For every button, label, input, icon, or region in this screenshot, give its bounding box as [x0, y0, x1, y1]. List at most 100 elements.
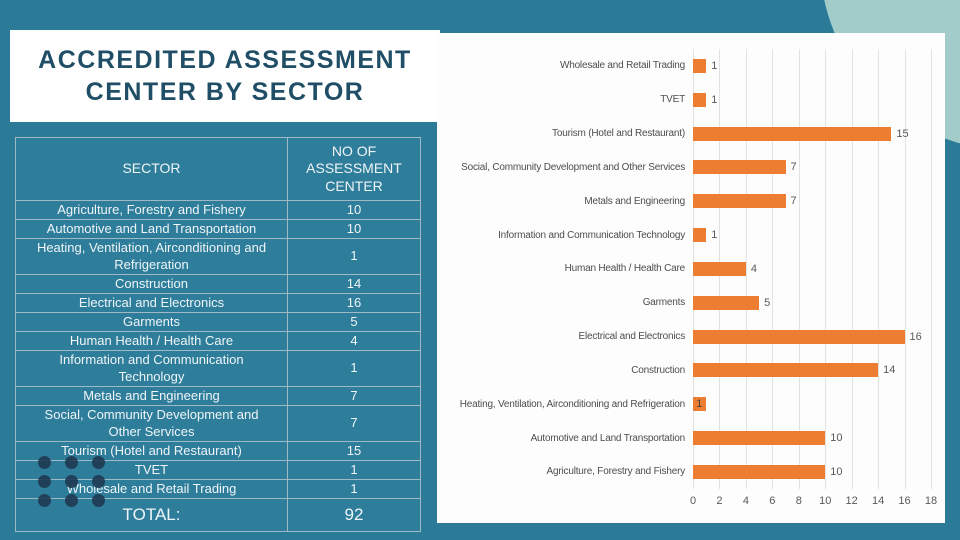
chart-row: Social, Community Development and Other … [437, 150, 931, 184]
sector-cell: Wholesale and Retail Trading [15, 479, 288, 499]
category-label: Human Health / Health Care [437, 263, 693, 274]
dot [65, 456, 78, 469]
sector-cell: Agriculture, Forestry and Fishery [15, 200, 288, 220]
gridline [772, 49, 774, 489]
count-cell: 4 [287, 331, 421, 351]
dot [38, 475, 51, 488]
bar-value-label: 5 [764, 296, 771, 309]
bar-value-label: 14 [883, 364, 896, 377]
chart-x-axis: 0 2 4 6 8 10 12 14 16 18 [689, 495, 937, 515]
bar-value-label: 7 [790, 195, 797, 208]
count-cell: 1 [287, 350, 421, 387]
category-label: Construction [437, 365, 693, 376]
sector-cell: Garments [15, 312, 288, 332]
chart-row: Tourism (Hotel and Restaurant) 15 [437, 117, 931, 151]
total-label: TOTAL: [15, 498, 288, 532]
category-label-text: Heating, Ventilation, Airconditioning an… [459, 398, 685, 410]
total-value: 92 [287, 498, 421, 532]
chart-row: Information and Communication Technology… [437, 218, 931, 252]
x-tick-label: 2 [716, 495, 723, 507]
bar-value-label: 1 [711, 93, 718, 106]
category-label-text: Electrical and Electronics [578, 331, 685, 343]
table-row: Social, Community Development and Other … [15, 405, 421, 442]
category-label-text: Automotive and Land Transportation [530, 432, 686, 444]
count-cell: 5 [287, 312, 421, 332]
bar-value-label: 1 [696, 398, 703, 411]
bar [693, 126, 892, 141]
bar [693, 92, 707, 107]
category-label: Information and Communication Technology [437, 230, 693, 241]
sector-table: SECTOR NO OF ASSESSMENT CENTER Agricultu… [15, 137, 421, 532]
sector-cell: Electrical and Electronics [15, 293, 288, 313]
table-row: Tourism (Hotel and Restaurant) 15 [15, 441, 421, 461]
chart-rows: Wholesale and Retail Trading 1 TVET 1 Touris… [437, 49, 931, 489]
category-label-text: TVET [660, 94, 685, 106]
sector-cell: Human Health / Health Care [15, 331, 288, 351]
count-cell: 10 [287, 219, 421, 239]
x-tick-label: 6 [769, 495, 776, 507]
dot [38, 494, 51, 507]
table-total-row: TOTAL: 92 [15, 498, 421, 532]
chart-row: Garments 5 [437, 286, 931, 320]
category-label-text: Information and Communication Technology [498, 229, 685, 241]
table-row: Heating, Ventilation, Airconditioning an… [15, 238, 421, 275]
count-cell: 10 [287, 200, 421, 220]
sector-cell: Information and Communication Technology [15, 350, 288, 387]
bar-track: 1 [693, 49, 931, 83]
bar [693, 58, 707, 73]
bar [693, 295, 760, 310]
count-cell: 15 [287, 441, 421, 461]
dot [92, 475, 105, 488]
category-label: Electrical and Electronics [437, 331, 693, 342]
table-row: Agriculture, Forestry and Fishery 10 [15, 200, 421, 220]
bar-value-label: 10 [830, 465, 843, 478]
bar-track: 1 [693, 387, 931, 421]
bar-track: 1 [693, 83, 931, 117]
sector-cell: Metals and Engineering [15, 386, 288, 406]
bar-track: 7 [693, 184, 931, 218]
count-cell: 7 [287, 386, 421, 406]
count-cell: 1 [287, 238, 421, 275]
category-label: Heating, Ventilation, Airconditioning an… [437, 399, 693, 410]
bar-track: 15 [693, 117, 931, 151]
chart-row: Construction 14 [437, 353, 931, 387]
gridline [931, 49, 932, 489]
table-header-row: SECTOR NO OF ASSESSMENT CENTER [15, 137, 421, 201]
count-cell: 16 [287, 293, 421, 313]
bar [693, 329, 905, 344]
sector-table-body: SECTOR NO OF ASSESSMENT CENTER Agricultu… [15, 137, 421, 532]
bar-track: 5 [693, 286, 931, 320]
table-row: Automotive and Land Transportation 10 [15, 219, 421, 239]
x-tick-label: 0 [689, 495, 697, 507]
bar-track: 7 [693, 150, 931, 184]
chart-row: Wholesale and Retail Trading 1 [437, 49, 931, 83]
chart-row: TVET 1 [437, 83, 931, 117]
sector-cell: Automotive and Land Transportation [15, 219, 288, 239]
category-label-text: Wholesale and Retail Trading [559, 60, 685, 72]
table-row: Electrical and Electronics 16 [15, 293, 421, 313]
bar-track: 10 [693, 455, 931, 489]
category-label-text: Human Health / Health Care [564, 263, 686, 275]
gridline [851, 49, 853, 489]
x-tick-label: 16 [898, 495, 911, 507]
x-tick-label: 8 [795, 495, 802, 507]
category-label-text: Construction [631, 364, 685, 376]
sector-cell: Social, Community Development and Other … [15, 405, 288, 442]
bar [693, 397, 707, 412]
table-row: Wholesale and Retail Trading 1 [15, 479, 421, 499]
gridline [745, 49, 747, 489]
category-label: Wholesale and Retail Trading [437, 60, 693, 71]
chart-row: Agriculture, Forestry and Fishery 10 [437, 455, 931, 489]
category-label: Social, Community Development and Other … [437, 162, 693, 173]
table-row: Construction 14 [15, 274, 421, 294]
count-cell: 1 [287, 460, 421, 480]
sector-cell: Construction [15, 274, 288, 294]
category-label: Garments [437, 297, 693, 308]
category-label: Metals and Engineering [437, 196, 693, 207]
category-label-text: Tourism (Hotel and Restaurant) [552, 128, 685, 140]
x-tick-label: 14 [871, 495, 885, 507]
table-row: Human Health / Health Care 4 [15, 331, 421, 351]
bar-value-label: 16 [909, 330, 922, 343]
dot [38, 456, 51, 469]
bar [693, 464, 826, 479]
